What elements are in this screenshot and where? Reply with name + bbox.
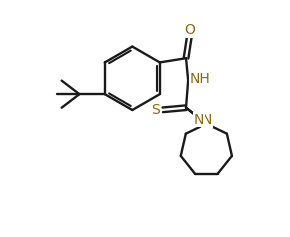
Text: S: S [151,103,160,117]
Text: N: N [193,113,204,127]
Text: O: O [184,23,195,37]
Text: N: N [202,113,212,128]
Text: NH: NH [190,72,210,86]
